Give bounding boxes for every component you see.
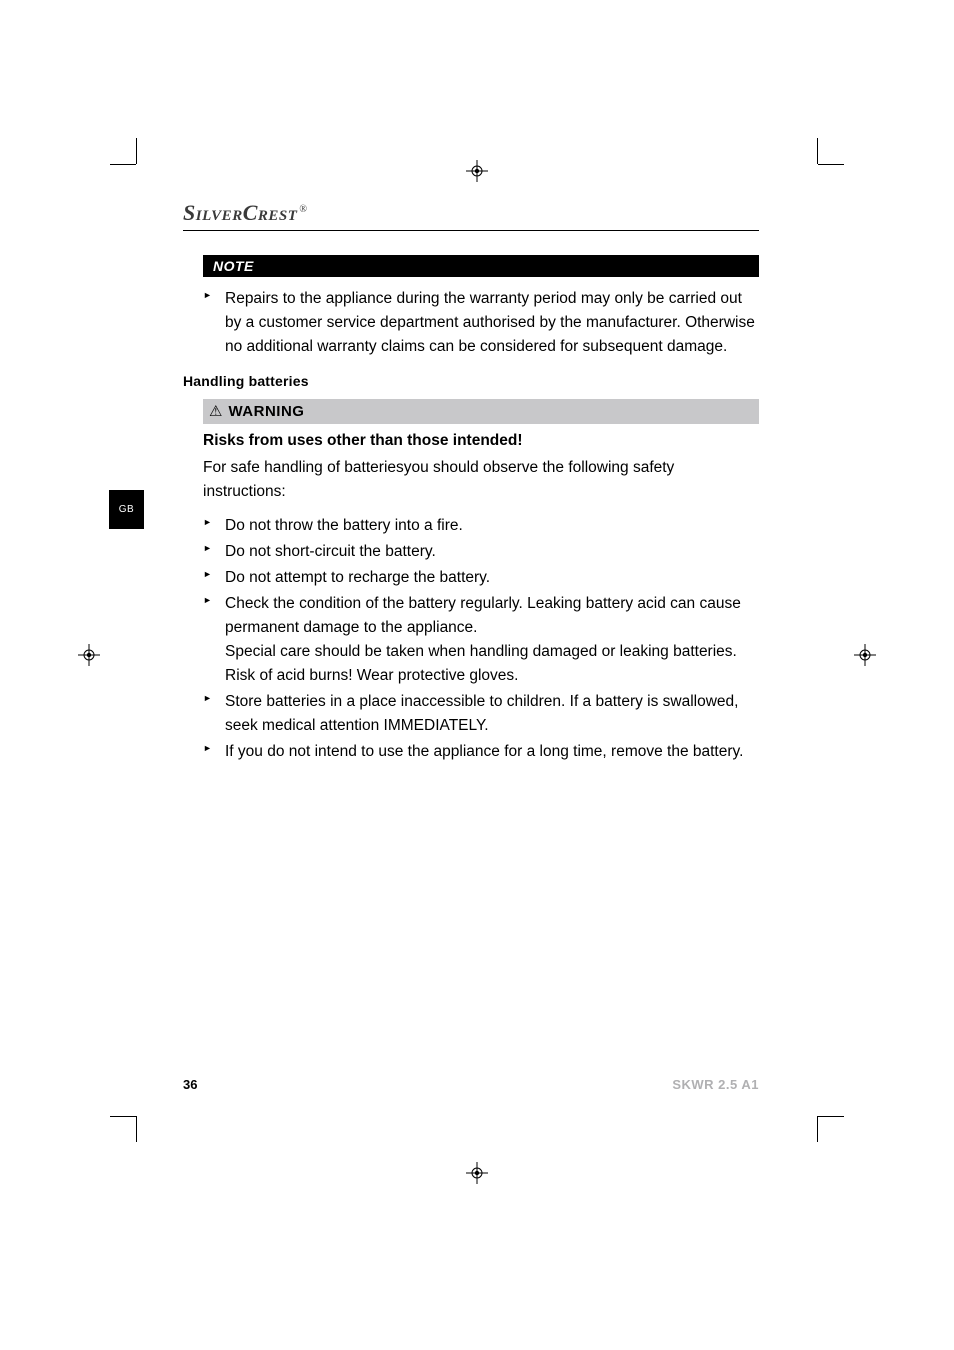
model-number: SKWR 2.5 A1 xyxy=(672,1077,759,1092)
risk-heading: Risks from uses other than those intende… xyxy=(203,432,759,450)
crop-mark xyxy=(817,138,818,164)
list-item: If you do not intend to use the applianc… xyxy=(203,740,759,764)
list-item-subtext: Special care should be taken when handli… xyxy=(225,640,759,688)
crop-mark xyxy=(110,164,136,165)
list-item: Store batteries in a place inaccessible … xyxy=(203,690,759,738)
warning-heading-bar: ⚠ WARNING xyxy=(203,399,759,424)
warning-intro: For safe handling of batteriesyou should… xyxy=(203,456,759,504)
registration-mark-icon xyxy=(78,644,100,666)
list-item: Do not attempt to recharge the battery. xyxy=(203,566,759,590)
language-tab: GB xyxy=(109,490,144,529)
list-item-text: Check the condition of the battery regul… xyxy=(225,595,741,636)
brand-part1: Silver xyxy=(183,200,243,226)
warning-icon: ⚠ xyxy=(209,404,222,419)
header-rule xyxy=(183,230,759,231)
registration-mark-icon xyxy=(854,644,876,666)
brand-part2: Crest xyxy=(243,200,298,226)
crop-mark xyxy=(136,1116,137,1142)
crop-mark xyxy=(817,1116,818,1142)
list-item: Do not short-circuit the battery. xyxy=(203,540,759,564)
section-heading: Handling batteries xyxy=(183,373,759,389)
list-item: Do not throw the battery into a fire. xyxy=(203,514,759,538)
list-item: Check the condition of the battery regul… xyxy=(203,592,759,688)
crop-mark xyxy=(136,138,137,164)
page-footer: 36 SKWR 2.5 A1 xyxy=(183,1077,759,1092)
crop-mark xyxy=(110,1116,136,1117)
note-list: Repairs to the appliance during the warr… xyxy=(203,287,759,359)
warning-label: WARNING xyxy=(228,403,304,420)
page-number: 36 xyxy=(183,1077,197,1092)
crop-mark xyxy=(818,164,844,165)
registration-mark-icon xyxy=(466,1162,488,1184)
brand-registered: ® xyxy=(299,204,307,215)
note-heading-bar: NOTE xyxy=(203,255,759,277)
list-item: Repairs to the appliance during the warr… xyxy=(203,287,759,359)
brand-logo: SilverCrest® xyxy=(183,200,759,226)
registration-mark-icon xyxy=(466,160,488,182)
warning-list: Do not throw the battery into a fire. Do… xyxy=(203,514,759,764)
crop-mark xyxy=(818,1116,844,1117)
page-content: SilverCrest® NOTE Repairs to the applian… xyxy=(183,200,759,766)
